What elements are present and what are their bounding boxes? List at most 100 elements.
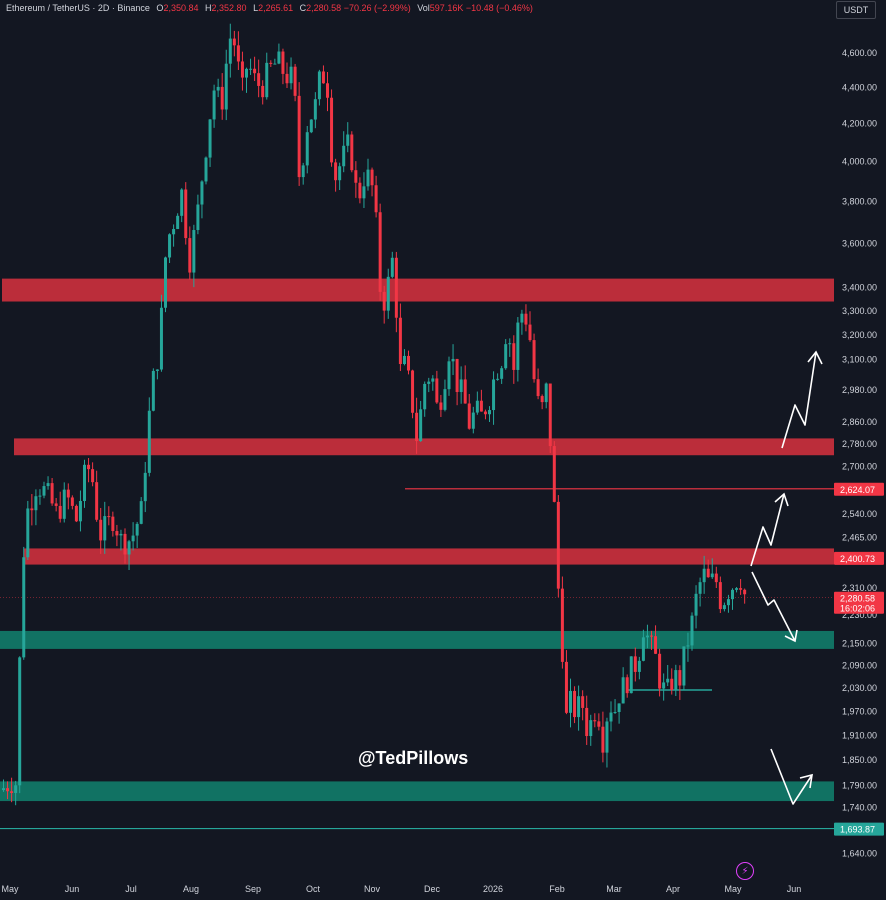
time-tick-label: Sep: [245, 884, 261, 894]
price-tick-label: 3,600.00: [842, 238, 877, 248]
candle-body: [479, 400, 483, 412]
price-tick-label: 1,790.00: [842, 781, 877, 791]
candle-body: [358, 182, 362, 199]
candle-body: [74, 505, 78, 522]
time-tick-label: Oct: [306, 884, 321, 894]
candle-body: [261, 85, 265, 98]
candle-body: [411, 370, 415, 413]
candle-body: [605, 721, 609, 753]
candle-body: [678, 670, 682, 686]
candle-body: [718, 582, 722, 610]
price-tick-label: 2,310.00: [842, 583, 877, 593]
candle-body: [176, 215, 180, 230]
candle-body: [249, 68, 253, 70]
candle-body: [439, 402, 443, 410]
candle-body: [654, 636, 658, 654]
low-value: 2,265.61: [258, 3, 294, 13]
candle-body: [512, 343, 516, 370]
candle-body: [159, 307, 163, 370]
candle-body: [613, 712, 617, 714]
candle-body: [686, 645, 690, 647]
candle-body: [321, 71, 325, 84]
candle-body: [666, 678, 670, 683]
volume-value: 597.16K: [429, 3, 464, 13]
candle-body: [544, 383, 548, 403]
candle-body: [694, 593, 698, 616]
candle-body: [662, 682, 666, 689]
candle-body: [346, 134, 350, 146]
time-tick-label: Jul: [125, 884, 137, 894]
candle-body: [415, 412, 419, 442]
candle-body: [301, 165, 305, 178]
arrows-layer: [750, 350, 823, 805]
scenario-arrow: [751, 571, 796, 642]
candle-body: [111, 516, 115, 532]
candle-body: [6, 788, 10, 792]
candle-body: [277, 51, 281, 64]
candle-body: [488, 410, 491, 415]
candle-body: [483, 411, 487, 415]
candle-body: [334, 162, 338, 181]
price-tick-label: 1,850.00: [842, 755, 877, 765]
candle-body: [245, 68, 248, 78]
high-value: 2,352.80: [211, 3, 247, 13]
candle-body: [228, 38, 232, 64]
price-tick-label: 2,465.00: [842, 532, 877, 542]
candle-body: [216, 86, 220, 91]
candle-body: [232, 38, 236, 46]
candle-body: [155, 369, 159, 371]
price-tick-label: 4,600.00: [842, 48, 877, 58]
candle-body: [184, 189, 188, 239]
candle-body: [147, 410, 151, 473]
candle-body: [58, 505, 62, 519]
candle-body: [427, 381, 431, 384]
candle-body: [70, 497, 74, 506]
candle-body: [107, 516, 111, 518]
price-tick-label: 1,640.00: [842, 849, 877, 859]
candle-body: [208, 119, 212, 158]
candle-body: [212, 90, 216, 120]
price-tick-label: 2,150.00: [842, 638, 877, 648]
candle-body: [269, 62, 273, 64]
symbol-title[interactable]: Ethereum / TetherUS · 2D · Binance: [6, 3, 150, 13]
candle-body: [87, 464, 91, 470]
candle-body: [196, 204, 200, 231]
candle-body: [585, 707, 589, 737]
candle-body: [168, 234, 172, 258]
candle-body: [119, 533, 123, 536]
candle-body: [370, 169, 374, 186]
candle-body: [419, 409, 423, 442]
candle-body: [516, 322, 520, 370]
candle-body: [151, 370, 155, 411]
volume-change: −10.48 (−0.46%): [465, 3, 533, 13]
candle-body: [560, 588, 564, 662]
arrow-head: [799, 773, 813, 789]
lightning-icon[interactable]: ⚡: [736, 862, 754, 880]
candle-body: [577, 696, 581, 718]
scenario-arrow: [781, 351, 817, 449]
candle-body: [236, 45, 240, 62]
price-tick-label: 3,400.00: [842, 283, 877, 293]
candle-body: [62, 489, 66, 519]
candle-body: [617, 703, 621, 713]
arrow-head: [784, 629, 798, 643]
candle-body: [34, 496, 38, 511]
time-tick-label: Dec: [424, 884, 441, 894]
candle-body: [564, 661, 568, 713]
currency-unit-button[interactable]: USDT: [836, 1, 876, 19]
candle-body: [633, 656, 637, 672]
price-tick-label: 2,230.00: [842, 610, 877, 620]
candle-body: [54, 503, 58, 506]
candle-body: [273, 63, 277, 65]
candle-body: [593, 720, 597, 722]
candle-body: [99, 519, 103, 541]
price-tag-label: 1,693.87: [840, 825, 875, 835]
resistance-zone: [24, 548, 834, 565]
candle-body: [123, 533, 127, 555]
arrow-head: [807, 350, 823, 365]
time-axis: May Jun Jul Aug Sep Oct Nov Dec 2026 Feb Mar Apr May…: [1, 884, 801, 894]
open-label: O: [156, 3, 164, 13]
candle-body: [500, 368, 504, 379]
time-tick-label: Apr: [666, 884, 680, 894]
